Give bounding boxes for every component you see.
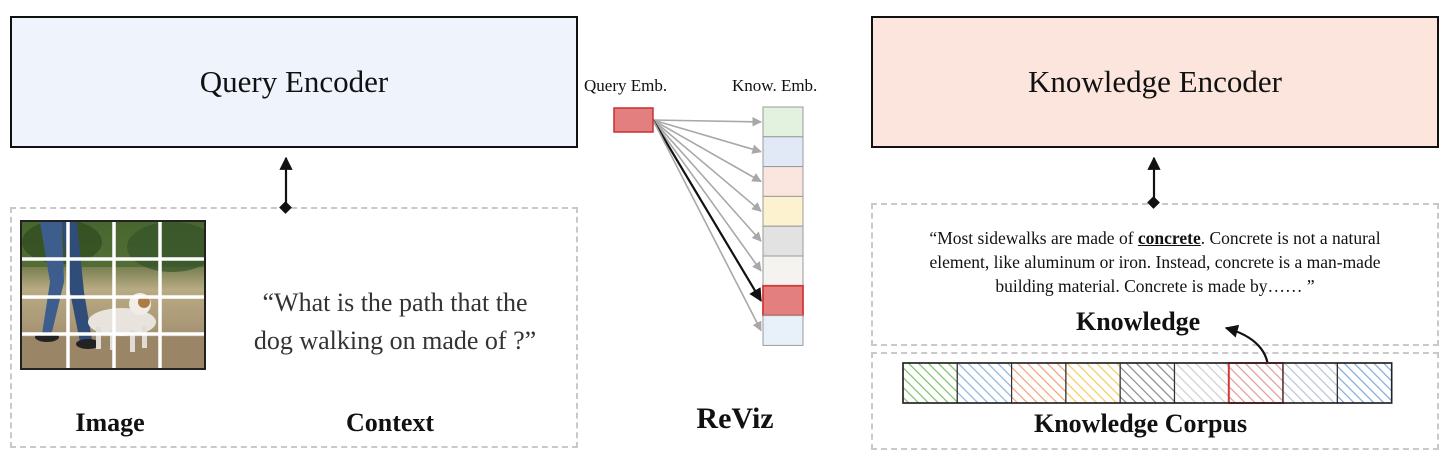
corpus-document-cell	[1119, 362, 1176, 404]
knowledge-embedding-cell	[762, 195, 804, 227]
reviz-title: ReViz	[696, 402, 774, 435]
corpus-label: Knowledge Corpus	[1034, 409, 1248, 438]
knowledge-arrow-anchor	[1147, 196, 1160, 209]
context-label: Context	[345, 408, 435, 437]
knowledge-embedding-cell	[762, 225, 804, 257]
know-emb-label: Know. Emb.	[732, 76, 818, 95]
context-quote: “What is the path that the dog walking o…	[222, 284, 568, 360]
photo-grid-illustration	[22, 222, 204, 368]
context-quote-line-2: dog walking on made of ?”	[253, 326, 537, 355]
knowledge-passage-line-2: element, like aluminum or iron. Instead,…	[929, 252, 1381, 272]
knowledge-encoder-box: Knowledge Encoder	[871, 16, 1439, 148]
query-encoder-box: Query Encoder	[10, 16, 578, 148]
similarity-arrow	[652, 119, 762, 302]
knowledge-passage-line-1: “Most sidewalks are made of concrete. Co…	[876, 226, 1434, 250]
knowledge-embedding-cell	[762, 284, 804, 317]
corpus-document-cell	[902, 362, 958, 404]
knowledge-passage: “Most sidewalks are made of concrete. Co…	[876, 226, 1434, 298]
knowledge-line-1-start: “Most sidewalks are made of	[929, 228, 1138, 248]
image-label: Image	[75, 408, 145, 437]
corpus-strip-border	[902, 362, 1393, 404]
corpus-panel	[871, 352, 1439, 450]
knowledge-passage-line-3: building material. Concrete is made by………	[995, 276, 1315, 296]
corpus-document-cell	[956, 362, 1013, 404]
knowledge-answer-word: concrete	[1137, 228, 1201, 248]
similarity-arrow	[652, 119, 762, 332]
corpus-document-cell	[1336, 362, 1393, 404]
corpus-document-cell	[1173, 362, 1230, 404]
knowledge-embedding-cell	[762, 255, 804, 287]
corpus-document-cell	[1010, 362, 1067, 404]
query-arrow-anchor	[279, 201, 292, 214]
similarity-arrow	[652, 119, 762, 212]
context-quote-line-1: “What is the path that the	[262, 288, 528, 317]
query-input-panel	[10, 207, 578, 448]
knowledge-line-1-end: . Concrete is not a natural	[1200, 228, 1381, 248]
similarity-arrow	[652, 119, 762, 242]
knowledge-embedding-cell	[762, 106, 804, 138]
knowledge-embedding-cell	[762, 315, 804, 346]
knowledge-embedding-cell	[762, 136, 804, 168]
knowledge-corpus-strip	[902, 362, 1393, 404]
similarity-arrow	[652, 119, 762, 154]
similarity-arrow	[652, 116, 762, 127]
reviz-embedding-group	[613, 106, 804, 346]
knowledge-label: Knowledge	[1076, 307, 1201, 336]
similarity-arrow	[652, 119, 762, 272]
dog-photo-image	[20, 220, 206, 370]
corpus-document-cell	[1065, 362, 1121, 404]
corpus-document-cell	[1227, 362, 1285, 404]
query-encoder-label: Query Encoder	[199, 64, 389, 99]
knowledge-embedding-cell	[762, 166, 804, 197]
knowledge-encoder-label: Knowledge Encoder	[1028, 64, 1282, 99]
query-emb-label: Query Emb.	[584, 76, 668, 95]
similarity-arrow	[652, 119, 762, 183]
query-embedding-cell	[613, 107, 654, 133]
corpus-document-cell	[1282, 362, 1338, 404]
